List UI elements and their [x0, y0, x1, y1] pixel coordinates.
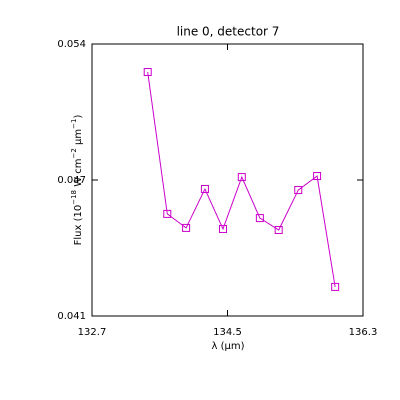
data-point — [294, 186, 303, 195]
y-axis-label-part: −2 — [70, 148, 78, 158]
y-axis-label: Flux (10−18 W cm−2 μm−1) — [70, 115, 84, 246]
data-point — [255, 214, 264, 223]
series-line — [147, 71, 336, 287]
data-point — [143, 68, 152, 77]
y-axis-label-part: −18 — [70, 190, 78, 205]
data-point — [218, 224, 227, 233]
y-tick-label: 0.047 — [57, 175, 86, 186]
y-axis-label-part: −1 — [70, 119, 78, 129]
y-tick-label: 0.041 — [57, 311, 86, 322]
data-point — [331, 282, 340, 291]
y-axis-label-part: W cm — [73, 159, 84, 190]
data-point — [163, 209, 172, 218]
data-point — [200, 184, 209, 193]
data-point — [313, 172, 322, 181]
y-axis-label-part: Flux (10 — [73, 205, 84, 246]
x-tick-label: 132.7 — [78, 327, 107, 338]
chart-title: line 0, detector 7 — [177, 25, 280, 39]
y-axis-label-part: ) — [73, 115, 84, 119]
x-axis-label: λ (μm) — [211, 341, 244, 352]
data-point — [274, 226, 283, 235]
y-tick-label: 0.054 — [57, 39, 86, 50]
data-point — [237, 173, 246, 182]
x-tick-label: 136.3 — [349, 327, 378, 338]
y-axis-label-part: μm — [73, 129, 84, 148]
data-point — [182, 223, 191, 232]
x-tick-label: 134.5 — [213, 327, 242, 338]
